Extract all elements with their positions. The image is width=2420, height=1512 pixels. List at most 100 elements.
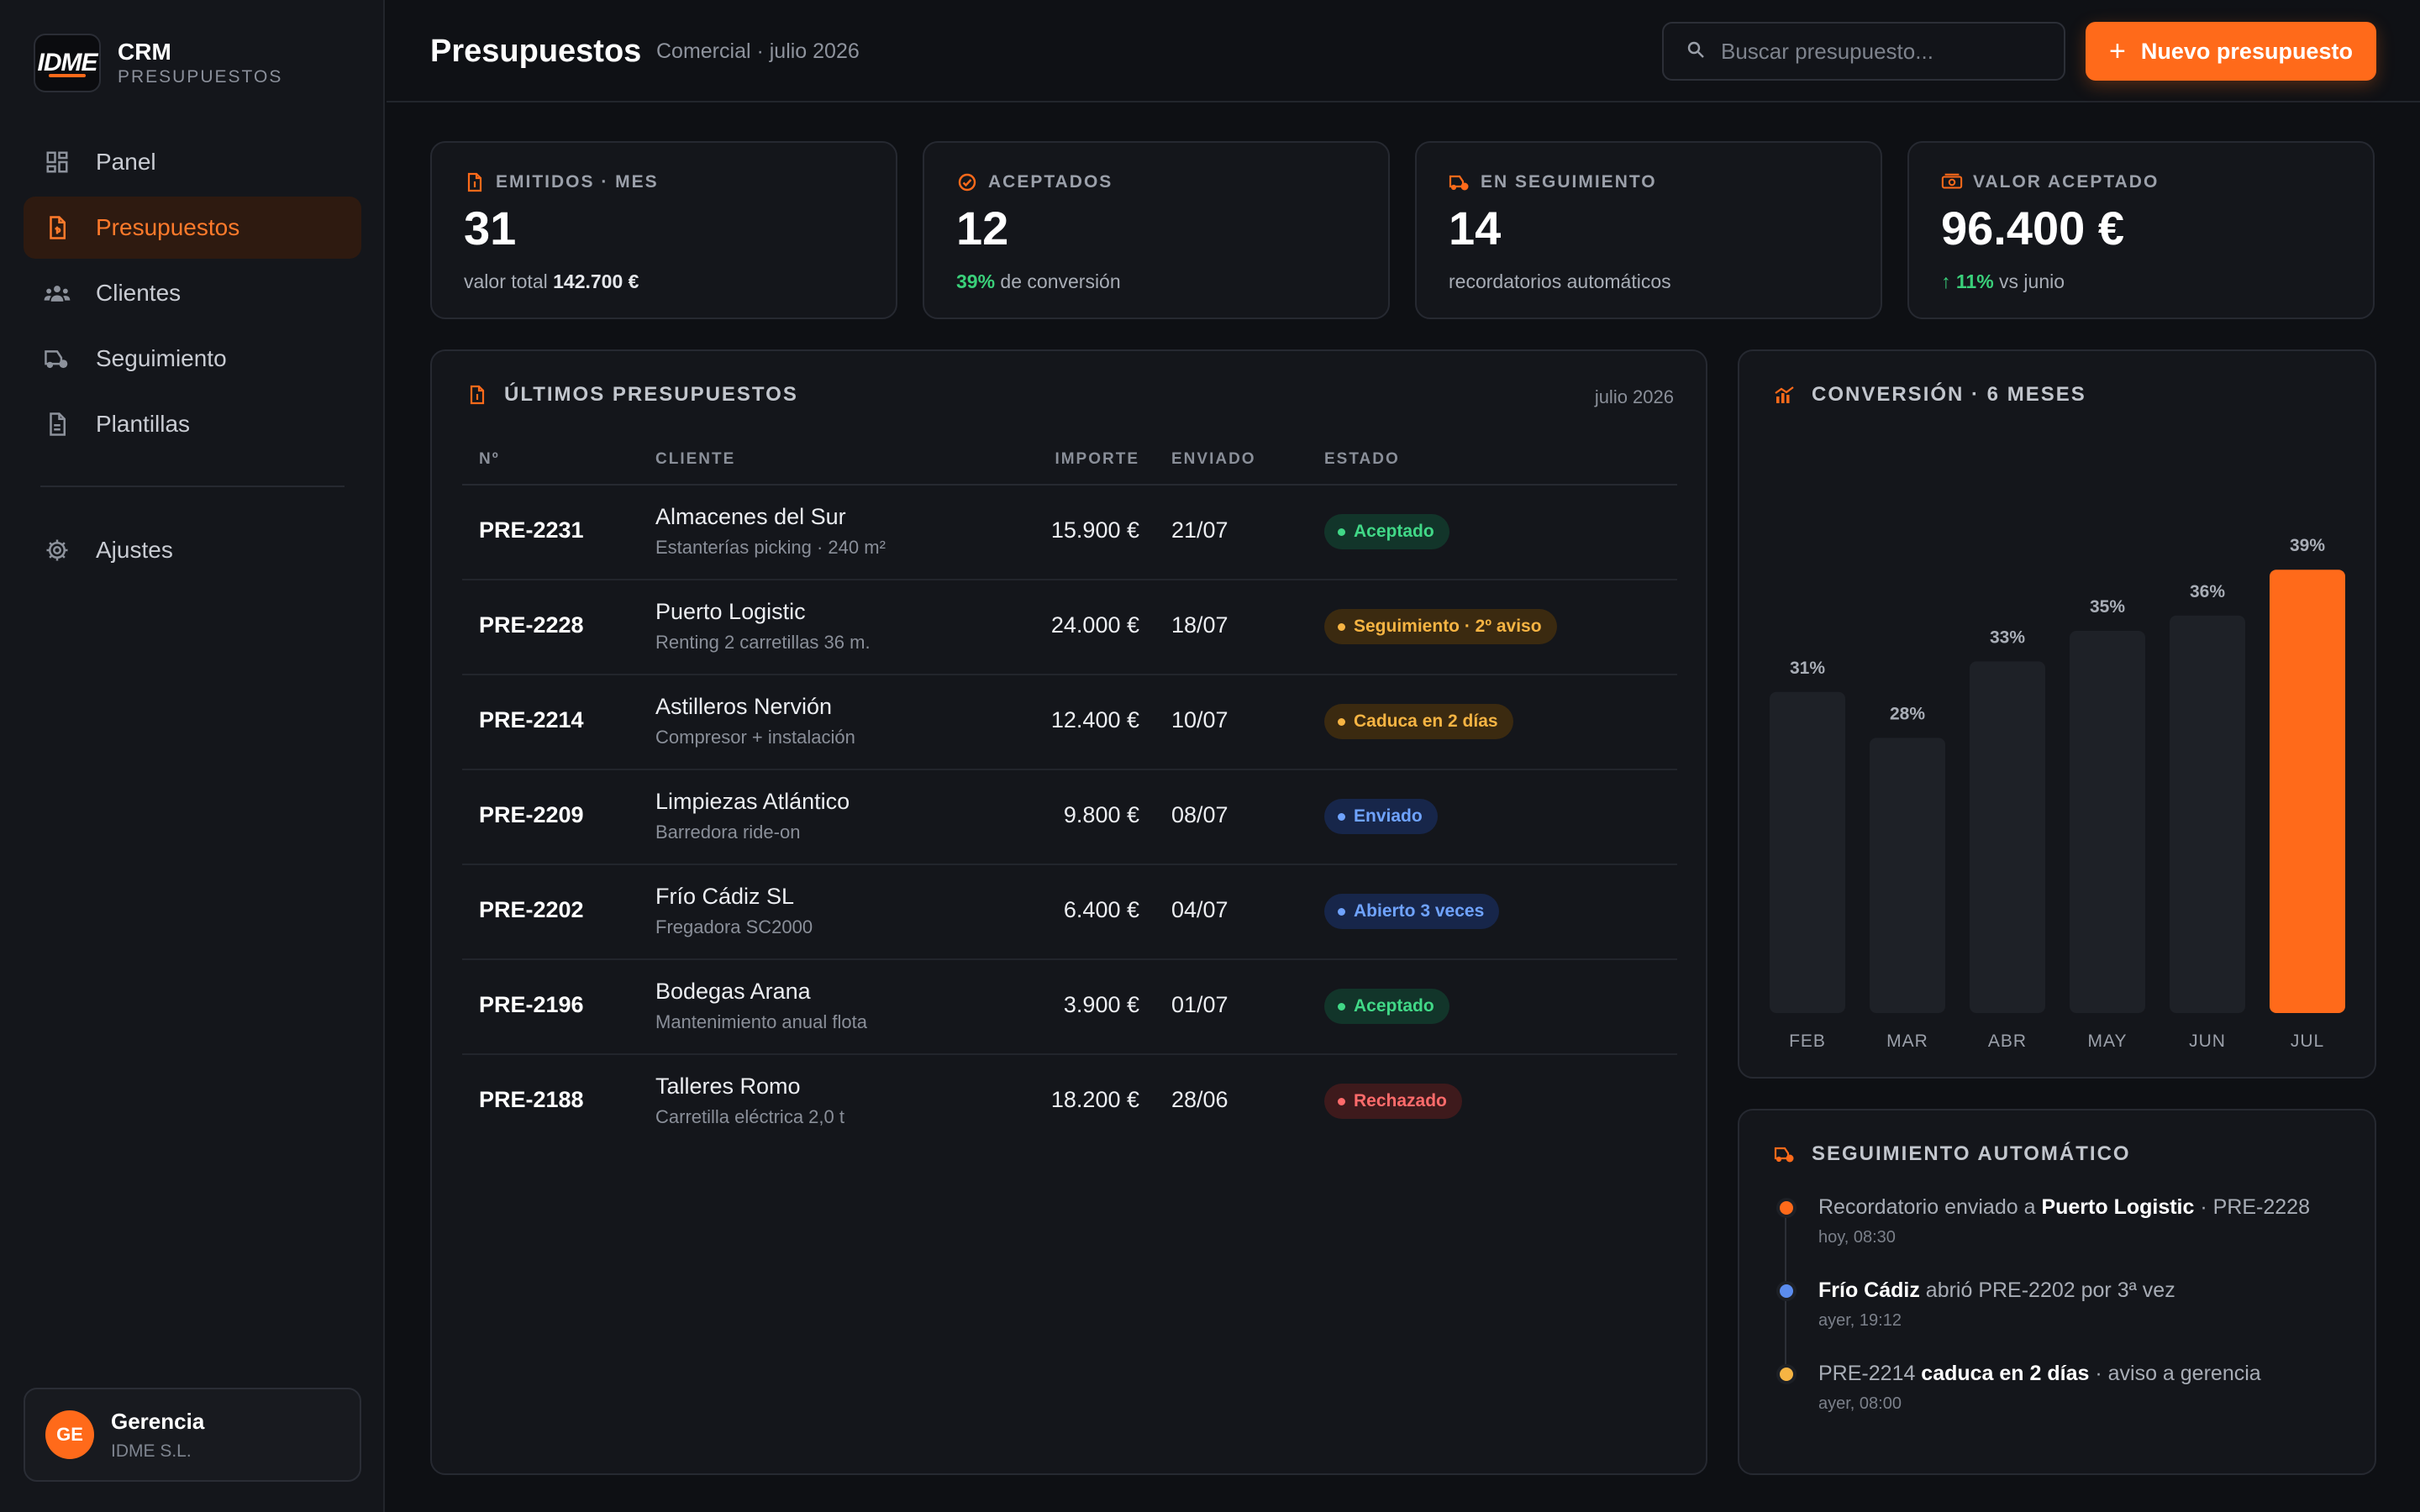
- quote-description: Estanterías picking · 240 m²: [655, 537, 886, 558]
- nav-item-seguimiento[interactable]: Seguimiento: [24, 328, 361, 390]
- search-input[interactable]: [1721, 38, 2049, 65]
- nav-item-ajustes[interactable]: Ajustes: [24, 519, 361, 581]
- panel-title: ÚLTIMOS PRESUPUESTOS: [504, 383, 798, 406]
- nav-divider: [40, 486, 345, 487]
- bar-jun[interactable]: [2170, 615, 2245, 1013]
- timeline-item[interactable]: PRE-2214 caduca en 2 días · aviso a gere…: [1773, 1361, 2353, 1444]
- page-subtitle: Comercial · julio 2026: [656, 39, 860, 63]
- app-subtitle: PRESUPUESTOS: [118, 67, 283, 87]
- status-dot: [1338, 717, 1345, 726]
- quote-id[interactable]: PRE-2228: [479, 612, 584, 638]
- quote-id[interactable]: PRE-2188: [479, 1087, 584, 1112]
- client-name: Almacenes del Sur: [655, 504, 846, 529]
- table-row[interactable]: PRE-2196 Bodegas Arana Mantenimiento anual…: [462, 960, 1677, 1055]
- bar-feb[interactable]: [1770, 691, 1845, 1013]
- timeline-dot: [1776, 1198, 1797, 1218]
- nav-label: Clientes: [96, 280, 182, 306]
- kpi-label: ACEPTADOS: [988, 172, 1113, 192]
- kpi-card-aceptados[interactable]: ACEPTADOS 12 39% de conversión: [923, 141, 1390, 319]
- sent-date: 01/07: [1171, 992, 1228, 1017]
- quote-amount: 24.000 €: [1050, 612, 1139, 638]
- quote-amount: 15.900 €: [1050, 517, 1139, 543]
- quote-description: Barredora ride-on: [655, 822, 801, 843]
- table-row[interactable]: PRE-2202 Frío Cádiz SL Fregadora SC2000 6.4…: [462, 865, 1677, 960]
- quote-id[interactable]: PRE-2196: [479, 992, 584, 1017]
- client-cell: Almacenes del Sur Estanterías picking · 2…: [655, 504, 886, 559]
- quote-id[interactable]: PRE-2231: [479, 517, 584, 543]
- kpi-card-valor-aceptado[interactable]: VALOR ACEPTADO 96.400 € ↑ 11% vs junio: [1907, 141, 2375, 319]
- sent-date: 04/07: [1171, 897, 1228, 922]
- status-dot: [1338, 1097, 1345, 1105]
- status-dot: [1338, 1002, 1345, 1011]
- table-row[interactable]: PRE-2209 Limpiezas Atlántico Barredora rid…: [462, 770, 1677, 865]
- status-label: Seguimiento · 2º aviso: [1354, 617, 1542, 636]
- client-name: Astilleros Nervión: [655, 694, 833, 719]
- data-label: 39%: [2290, 536, 2325, 555]
- grid-icon: [44, 149, 71, 176]
- bar-may[interactable]: [2070, 631, 2145, 1013]
- timeline-text-post: · PRE-2228: [2194, 1195, 2310, 1219]
- followup-timeline: Recordatorio enviado a Puerto Logistic ·…: [1773, 1194, 2353, 1444]
- kpi-note: valor total 142.700 €: [464, 270, 896, 293]
- nav-item-plantillas[interactable]: Plantillas: [24, 393, 361, 455]
- nav-item-presupuestos[interactable]: Presupuestos: [24, 197, 361, 259]
- brand[interactable]: IDME CRM PRESUPUESTOS: [34, 34, 282, 92]
- column-header-amount[interactable]: IMPORTE: [1055, 450, 1139, 468]
- client-name: Bodegas Arana: [655, 979, 811, 1004]
- client-name: Frío Cádiz SL: [655, 884, 795, 909]
- document-icon: [44, 214, 71, 241]
- bar-jul[interactable]: [2270, 570, 2345, 1013]
- panel-period: julio 2026: [1594, 386, 1674, 407]
- column-header-id[interactable]: Nº: [479, 450, 500, 468]
- status-label: Aceptado: [1354, 522, 1434, 541]
- quote-id[interactable]: PRE-2214: [479, 707, 584, 732]
- kpi-label: VALOR ACEPTADO: [1973, 172, 2160, 192]
- table-row[interactable]: PRE-2188 Talleres Romo Carretilla eléctric…: [462, 1055, 1677, 1150]
- table-row[interactable]: PRE-2228 Puerto Logistic Renting 2 carreti…: [462, 580, 1677, 675]
- conversion-bar-chart: 31% FEB 28% MAR 33% ABR 35% MAY 36% JUN 39% JUL: [1770, 536, 2345, 1051]
- bar-abr[interactable]: [1970, 661, 2045, 1013]
- x-tick-label: FEB: [1789, 1032, 1826, 1051]
- table-row[interactable]: PRE-2231 Almacenes del Sur Estanterías pic…: [462, 486, 1677, 580]
- nav-item-panel[interactable]: Panel: [24, 131, 361, 193]
- bar-mar[interactable]: [1870, 738, 1945, 1013]
- table-row[interactable]: PRE-2214 Astilleros Nervión Compresor + in…: [462, 675, 1677, 770]
- kpi-card-seguimiento[interactable]: EN SEGUIMIENTO 14 recordatorios automáti…: [1415, 141, 1882, 319]
- check-circle-icon: [956, 171, 978, 193]
- truck-icon: [1449, 171, 1470, 193]
- top-bar: Presupuestos Comercial · julio 2026 + Nu…: [387, 0, 2420, 102]
- column-header-sent[interactable]: ENVIADO: [1171, 450, 1256, 468]
- status-dot: [1338, 812, 1345, 821]
- sent-date: 18/07: [1171, 612, 1228, 638]
- kpi-note-trend: ↑ 11%: [1941, 270, 1994, 292]
- column-header-status[interactable]: ESTADO: [1324, 450, 1400, 468]
- quote-amount: 18.200 €: [1050, 1087, 1139, 1112]
- quote-amount: 6.400 €: [1063, 897, 1139, 922]
- user-profile[interactable]: GE Gerencia IDME S.L.: [24, 1388, 361, 1482]
- sent-date: 28/06: [1171, 1087, 1228, 1112]
- timeline-text-pre: PRE-2214: [1818, 1362, 1922, 1385]
- timeline-item[interactable]: Frío Cádiz abrió PRE-2202 por 3ª vez ayer…: [1773, 1278, 2353, 1361]
- quote-id[interactable]: PRE-2209: [479, 802, 584, 827]
- quote-description: Fregadora SC2000: [655, 916, 813, 937]
- kpi-cards: EMITIDOS · MES 31 valor total 142.700 € …: [430, 141, 2375, 319]
- status-label: Abierto 3 veces: [1354, 901, 1485, 921]
- timeline-text-bold: caduca en 2 días: [1921, 1362, 2090, 1385]
- x-tick-label: MAY: [2088, 1032, 2128, 1051]
- client-name: Talleres Romo: [655, 1074, 801, 1099]
- nav-label: Seguimiento: [96, 345, 227, 371]
- new-quote-button[interactable]: + Nuevo presupuesto: [2086, 22, 2376, 81]
- quote-description: Mantenimiento anual flota: [655, 1011, 867, 1032]
- quote-description: Renting 2 carretillas 36 m.: [655, 632, 871, 653]
- client-name: Limpiezas Atlántico: [655, 789, 850, 814]
- timeline-item[interactable]: Recordatorio enviado a Puerto Logistic ·…: [1773, 1194, 2353, 1278]
- app-name: CRM: [118, 39, 171, 65]
- quote-amount: 12.400 €: [1050, 707, 1139, 732]
- nav-item-clientes[interactable]: Clientes: [24, 262, 361, 324]
- kpi-card-emitidos[interactable]: EMITIDOS · MES 31 valor total 142.700 €: [430, 141, 897, 319]
- column-header-client[interactable]: CLIENTE: [655, 450, 736, 468]
- quote-id[interactable]: PRE-2202: [479, 897, 584, 922]
- nav-label: Ajustes: [96, 537, 173, 563]
- kpi-value: 14: [1449, 202, 1502, 255]
- search-box[interactable]: [1662, 22, 2065, 81]
